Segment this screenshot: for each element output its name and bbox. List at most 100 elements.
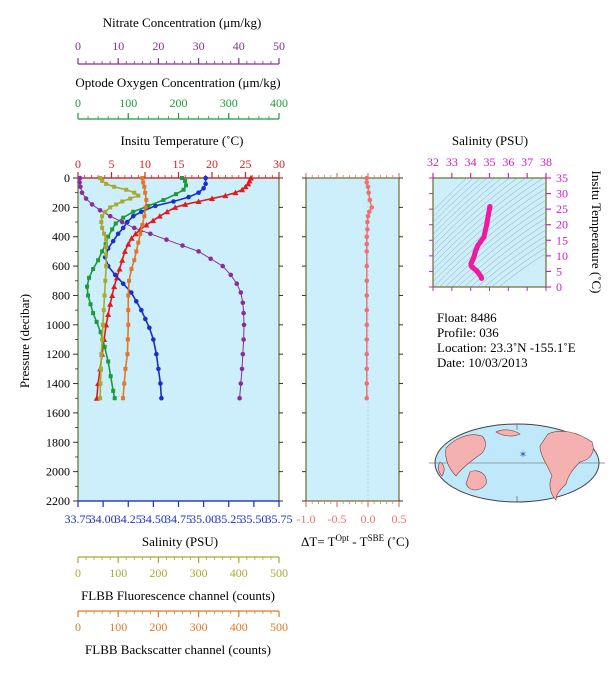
nitrate-tick-label: 0: [75, 39, 81, 53]
data-point: [195, 198, 202, 204]
delta-t-sup-a: Opt: [336, 533, 350, 543]
data-point: [364, 366, 370, 372]
data-point: [136, 240, 141, 245]
salinity-tick-label: 34.50: [140, 512, 167, 526]
data-point: [220, 263, 226, 269]
data-point: [112, 396, 117, 401]
ts-salinity-tick-label: 36: [502, 155, 514, 169]
main-profile-panel: [77, 177, 280, 502]
data-point: [203, 181, 208, 187]
backscatter-series: [121, 176, 149, 401]
ts-salinity-axis-title: Salinity (PSU): [452, 133, 528, 148]
fluorescence-tick-label: 200: [149, 566, 167, 580]
data-point: [131, 225, 137, 231]
data-point: [111, 283, 118, 290]
data-point: [154, 351, 159, 357]
data-point: [364, 278, 370, 284]
data-point: [100, 322, 105, 327]
data-point: [143, 205, 148, 210]
data-point: [366, 190, 371, 195]
ts-salinity-tick-label: 34: [465, 155, 477, 169]
data-point: [239, 366, 245, 372]
data-point: [138, 231, 143, 236]
data-point: [107, 213, 113, 219]
salinity-tick-label: 35.50: [240, 512, 267, 526]
data-point: [122, 381, 127, 386]
ts-point: [484, 222, 490, 228]
ts-point: [478, 275, 485, 281]
data-point: [241, 337, 246, 342]
data-point: [106, 359, 111, 364]
data-point: [119, 219, 125, 225]
main-series: [77, 175, 254, 401]
data-point: [98, 396, 103, 401]
data-point: [130, 213, 136, 219]
data-point: [132, 190, 137, 195]
data-point: [98, 381, 103, 386]
backscatter-tick-label: 400: [230, 620, 248, 634]
data-point: [242, 183, 249, 190]
temperature-tick-label: 0: [75, 157, 81, 171]
data-point: [183, 178, 188, 183]
data-point: [108, 205, 113, 210]
data-point: [91, 311, 96, 316]
data-point: [364, 249, 370, 254]
delta-t-tick-label: -1.0: [297, 512, 316, 526]
data-point: [77, 175, 83, 181]
data-point: [97, 208, 103, 213]
data-point: [164, 208, 171, 215]
data-point: [124, 187, 129, 192]
map-land: [437, 429, 594, 501]
data-point: [142, 184, 147, 189]
ts-contour: [433, 178, 518, 253]
ts-contour: [433, 182, 546, 276]
temperature-tick-label: 25: [240, 157, 252, 171]
salinity-tick-label: 33.75: [65, 512, 92, 526]
data-point: [228, 272, 234, 278]
data-point: [208, 256, 213, 262]
data-point: [125, 352, 130, 357]
ts-contour: [433, 178, 503, 241]
pressure-tick-label: 1200: [46, 347, 70, 361]
data-point: [146, 203, 151, 208]
data-point: [102, 231, 107, 236]
ts-contour: [445, 205, 546, 287]
ts-contour: [433, 188, 546, 282]
pressure-tick-label: 0: [64, 171, 70, 185]
backscatter-tick-label: 100: [109, 620, 127, 634]
ts-contour: [491, 247, 546, 287]
data-point: [367, 197, 373, 203]
data-point: [100, 214, 105, 219]
data-point: [91, 267, 96, 272]
ts-series: [468, 204, 493, 281]
ts-contour: [483, 241, 546, 287]
data-point: [102, 344, 107, 349]
data-point: [234, 281, 240, 287]
ts-contour: [439, 199, 546, 287]
data-point: [364, 241, 370, 247]
pressure-tick-label: 600: [52, 259, 70, 273]
backscatter-tick-label: 0: [75, 620, 81, 634]
ts-density-contours: [433, 178, 546, 287]
fluorescence-tick-label: 0: [75, 566, 81, 580]
delta-t-title-a: ΔT= T: [301, 534, 336, 549]
ts-contour: [433, 178, 488, 229]
oxygen-tick-label: 200: [170, 96, 188, 110]
data-point: [128, 235, 135, 241]
ts-temperature-tick-label: 15: [556, 233, 568, 247]
data-point: [161, 198, 166, 203]
data-point: [364, 351, 370, 357]
data-point: [238, 290, 244, 295]
data-point: [116, 266, 123, 272]
oxygen-axis-title: Optode Oxygen Concentration (μm/kg): [75, 75, 280, 90]
ts-contour: [470, 229, 546, 287]
delta-t-title-c: (˚C): [384, 534, 409, 549]
ts-temperature-tick-label: 30: [556, 187, 568, 201]
data-point: [100, 337, 105, 342]
nitrate-tick-label: 50: [273, 39, 285, 53]
data-point: [110, 227, 115, 232]
data-point: [222, 192, 229, 199]
data-point: [100, 225, 105, 230]
data-point: [156, 213, 163, 219]
